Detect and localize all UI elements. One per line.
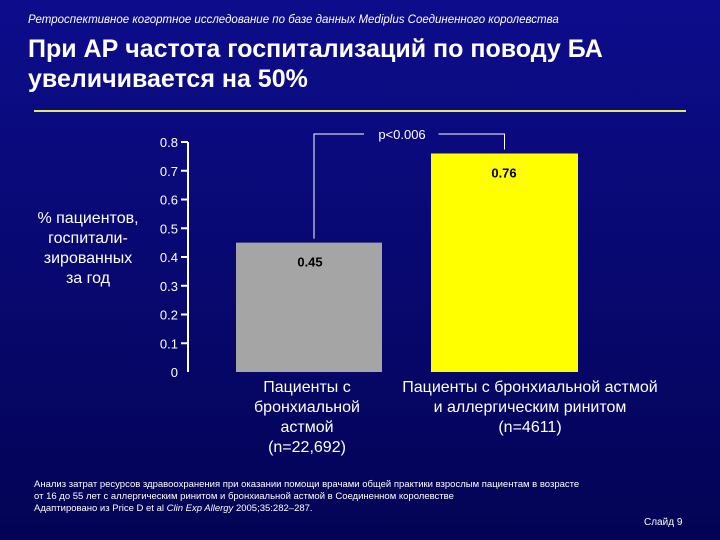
y-tick-label: 0.2	[160, 308, 178, 323]
title-line-2: увеличивается на 50%	[28, 65, 308, 93]
footnote-line-1: Анализ затрат ресурсов здравоохранения п…	[34, 479, 580, 490]
y-axis-label: % пациентов, госпитали- зированных за го…	[28, 209, 148, 289]
y-axis-label-line: % пациентов,	[37, 210, 139, 227]
citation-prefix: Адаптировано из Price D et al	[34, 503, 167, 514]
y-tick-label: 0.3	[160, 279, 178, 294]
category-label-line: и аллергическим ринитом	[433, 399, 627, 416]
bar-asthma-rhinitis	[431, 153, 578, 372]
y-tick-label: 0	[171, 365, 178, 380]
category-label-line: Пациенты с бронхиальной астмой	[402, 379, 658, 396]
category-label-asthma: Пациенты с бронхиальной астмой (n=22,692…	[232, 378, 382, 458]
y-tick-label: 0.5	[160, 221, 178, 236]
y-axis-label-line: зированных	[43, 250, 133, 267]
category-label-asthma-rhinitis: Пациенты с бронхиальной астмой и аллерги…	[382, 378, 678, 438]
significance-bracket-left	[313, 133, 364, 239]
y-axis-label-line: госпитали-	[48, 230, 128, 247]
bar-asthma	[236, 242, 382, 372]
y-tick-label: 0.8	[160, 135, 178, 150]
citation-journal: Clin Exp Allergy	[166, 503, 234, 514]
y-axis-label-line: за год	[65, 270, 111, 287]
slide-title: При АР частота госпитализаций по поводу …	[28, 34, 708, 94]
citation-suffix: 2005;35:282–287.	[233, 503, 313, 514]
y-tick-label: 0.4	[160, 250, 178, 265]
footnote: Анализ затрат ресурсов здравоохранения п…	[34, 479, 694, 503]
category-label-line: (n=22,692)	[268, 439, 346, 456]
category-label-line: бронхиальной	[254, 399, 360, 416]
source-citation: Адаптировано из Price D et al Clin Exp A…	[34, 503, 313, 514]
title-line-1: При АР частота госпитализаций по поводу …	[28, 35, 603, 63]
y-tick-label: 0.1	[160, 336, 178, 351]
footnote-line-2: от 16 до 55 лет с аллергическим ринитом …	[34, 491, 454, 502]
bar-value-label-asthma-rhinitis: 0.76	[491, 166, 516, 181]
significance-label: p<0.006	[378, 127, 425, 142]
title-divider	[34, 110, 686, 112]
y-tick-label: 0.7	[160, 164, 178, 179]
bar-value-label-asthma: 0.45	[297, 255, 322, 270]
study-description: Ретроспективное когортное исследование п…	[28, 14, 559, 26]
y-tick-label: 0.6	[160, 193, 178, 208]
significance-bracket-right	[438, 133, 505, 150]
category-label-line: Пациенты с	[263, 379, 351, 396]
category-label-line: (n=4611)	[498, 419, 562, 436]
category-label-line: астмой	[280, 419, 334, 436]
slide-number: Слайд 9	[644, 517, 683, 528]
